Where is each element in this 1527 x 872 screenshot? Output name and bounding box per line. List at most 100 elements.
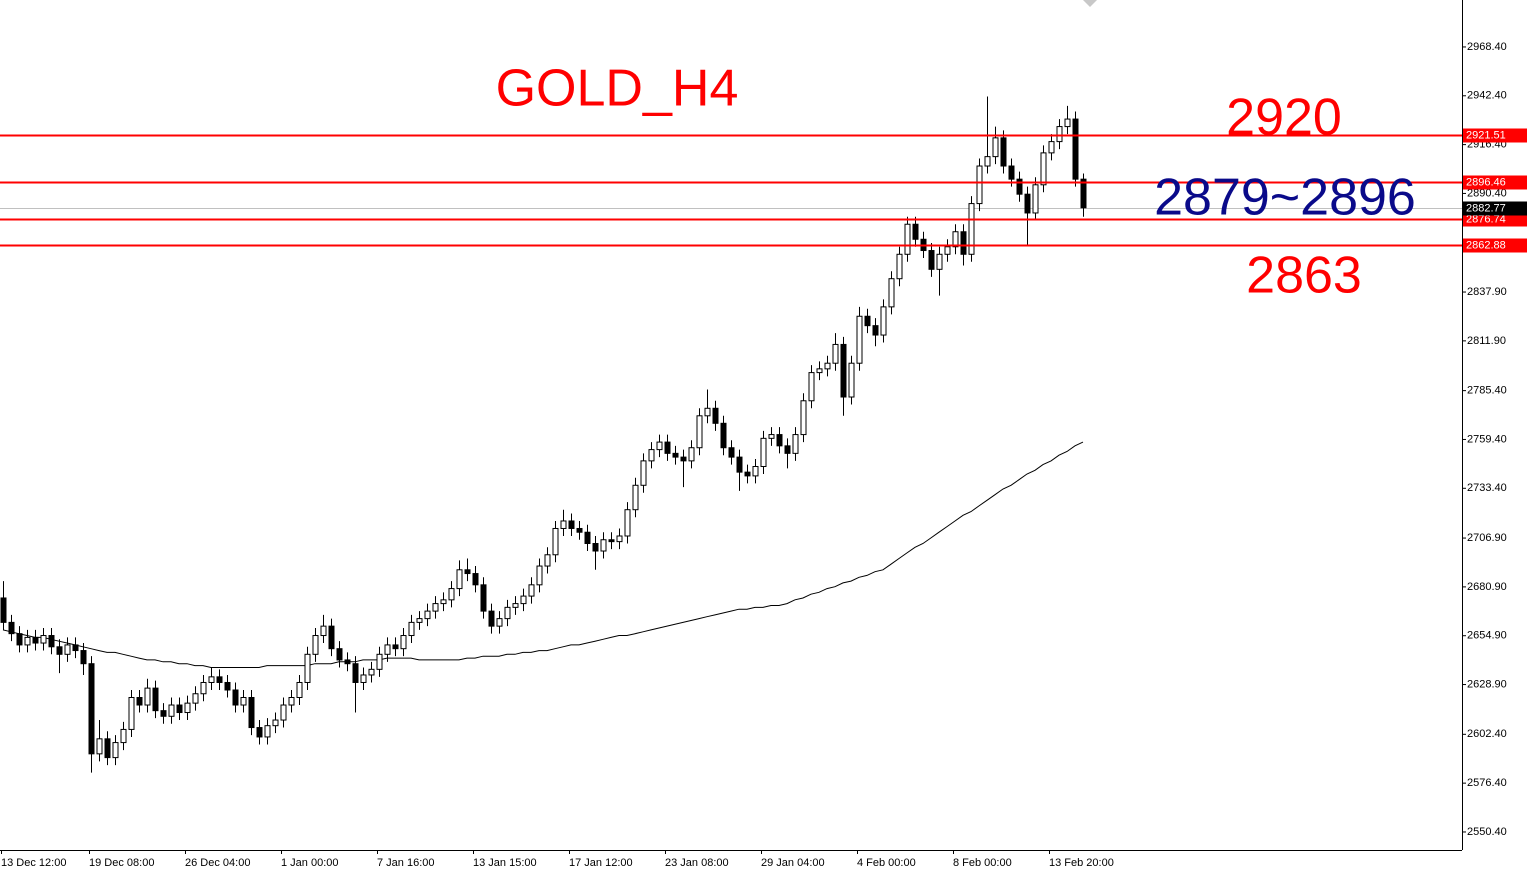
candle-body bbox=[976, 165, 983, 205]
candle-body bbox=[592, 543, 599, 552]
candle-body bbox=[344, 659, 351, 665]
candle-body bbox=[8, 621, 15, 635]
level-label: 2862.88 bbox=[1466, 239, 1506, 251]
y-tick-label: 2759.40 bbox=[1467, 433, 1507, 445]
level-label-box bbox=[1463, 238, 1527, 253]
y-tick-label: 2811.90 bbox=[1467, 335, 1506, 347]
y-tick-label: 2576.40 bbox=[1467, 777, 1507, 789]
candle-body bbox=[264, 725, 271, 738]
candle-body bbox=[664, 441, 671, 454]
candle-body bbox=[688, 447, 695, 462]
y-tick-label: 2890.40 bbox=[1467, 187, 1507, 199]
y-tick-label: 2785.40 bbox=[1467, 385, 1507, 397]
candle-body bbox=[584, 531, 591, 545]
candle-body bbox=[424, 610, 431, 620]
candle-body bbox=[552, 527, 559, 556]
candle-body bbox=[0, 597, 7, 623]
candle-body bbox=[176, 704, 183, 714]
candle-body bbox=[192, 693, 199, 704]
candle-body bbox=[840, 343, 847, 398]
candle-body bbox=[1080, 178, 1087, 209]
candle-body bbox=[472, 573, 479, 586]
candle-body bbox=[608, 539, 615, 543]
candle-body bbox=[456, 569, 463, 590]
candle-body bbox=[704, 407, 711, 417]
candle-body bbox=[488, 610, 495, 627]
candle-body bbox=[712, 407, 719, 424]
annotation: 2863 bbox=[1246, 247, 1362, 305]
candle-body bbox=[152, 687, 159, 712]
x-tick-label: 23 Jan 08:00 bbox=[665, 857, 729, 869]
candle-body bbox=[288, 697, 295, 706]
candle-body bbox=[48, 635, 55, 648]
candle-body bbox=[392, 644, 399, 650]
candle-body bbox=[120, 728, 127, 744]
candle-body bbox=[24, 636, 31, 646]
x-tick-label: 13 Jan 15:00 bbox=[473, 857, 537, 869]
candle-body bbox=[824, 362, 831, 370]
candle-body bbox=[904, 223, 911, 255]
y-tick-label: 2837.90 bbox=[1467, 286, 1507, 298]
candle-body bbox=[272, 719, 279, 727]
candle-body bbox=[792, 434, 799, 454]
candle-body bbox=[776, 434, 783, 447]
candle-body bbox=[1040, 152, 1047, 186]
candle-body bbox=[936, 253, 943, 270]
candle-body bbox=[376, 653, 383, 670]
candle-body bbox=[560, 520, 567, 529]
candle-body bbox=[888, 278, 895, 308]
level-label: 2921.51 bbox=[1466, 129, 1506, 141]
candle-body bbox=[800, 400, 807, 436]
candle-body bbox=[448, 588, 455, 601]
candle-body bbox=[440, 599, 447, 605]
candle-body bbox=[1032, 184, 1039, 214]
candle-body bbox=[520, 595, 527, 605]
candle-body bbox=[896, 253, 903, 280]
candle-body bbox=[160, 710, 167, 717]
candle-body bbox=[600, 539, 607, 552]
y-tick-label: 2733.40 bbox=[1467, 482, 1507, 494]
candle-body bbox=[128, 697, 135, 730]
x-tick-label: 13 Feb 20:00 bbox=[1049, 857, 1114, 869]
x-tick-label: 26 Dec 04:00 bbox=[185, 857, 250, 869]
candle-body bbox=[480, 584, 487, 612]
candle-body bbox=[312, 635, 319, 655]
candle-body bbox=[912, 223, 919, 240]
candle-body bbox=[784, 445, 791, 454]
candle-body bbox=[616, 535, 623, 543]
level-label-box bbox=[1463, 128, 1527, 143]
candle-body bbox=[256, 727, 263, 738]
candle-body bbox=[104, 738, 111, 759]
y-tick-label: 2550.40 bbox=[1467, 826, 1507, 838]
candle-body bbox=[248, 697, 255, 729]
candle-body bbox=[416, 618, 423, 623]
candle-body bbox=[816, 368, 823, 374]
candle-body bbox=[528, 584, 535, 597]
candle-body bbox=[32, 636, 39, 644]
candle-body bbox=[208, 676, 215, 683]
candle-body bbox=[1000, 137, 1007, 167]
level-label: 2896.46 bbox=[1466, 176, 1506, 188]
candle-body bbox=[168, 704, 175, 717]
chart-title: GOLD_H4 bbox=[496, 60, 739, 118]
candle-body bbox=[952, 231, 959, 248]
candle-body bbox=[400, 635, 407, 650]
y-tick-label: 2706.90 bbox=[1467, 532, 1507, 544]
candle-body bbox=[1056, 126, 1063, 143]
candle-body bbox=[320, 625, 327, 637]
candle-body bbox=[144, 687, 151, 706]
candle-body bbox=[984, 156, 991, 167]
y-tick-label: 2654.90 bbox=[1467, 630, 1507, 642]
candle-body bbox=[1048, 141, 1055, 154]
y-tick-label: 2968.40 bbox=[1467, 41, 1507, 53]
candle-body bbox=[728, 447, 735, 458]
candle-body bbox=[968, 203, 975, 255]
candle-body bbox=[944, 246, 951, 255]
x-tick-label: 4 Feb 00:00 bbox=[857, 857, 916, 869]
candle-body bbox=[216, 676, 223, 683]
candle-body bbox=[744, 471, 751, 477]
candle-body bbox=[496, 618, 503, 627]
moving-average bbox=[2, 441, 1084, 668]
candle-body bbox=[64, 644, 71, 655]
